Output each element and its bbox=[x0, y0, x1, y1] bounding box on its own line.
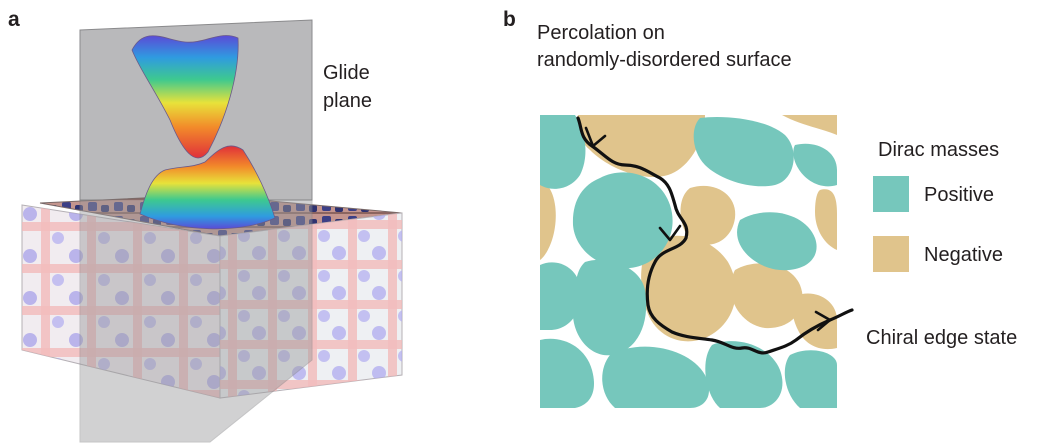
panel-b-letter: b bbox=[503, 8, 516, 31]
panel-b-title-line1: Percolation on bbox=[537, 22, 665, 44]
negative-domain bbox=[641, 235, 736, 342]
positive-domain bbox=[705, 341, 783, 408]
glide-plane-lower bbox=[79, 199, 313, 443]
arrow-head-icon bbox=[814, 310, 832, 332]
upper-band-surface bbox=[131, 35, 239, 159]
negative-domain bbox=[576, 115, 705, 178]
positive-domain bbox=[784, 350, 837, 408]
negative-domain bbox=[540, 180, 556, 260]
arrow-head-icon bbox=[584, 126, 607, 148]
negative-domain bbox=[782, 115, 837, 135]
positive-domain bbox=[602, 346, 710, 408]
glide-plane-label-line2: plane bbox=[323, 90, 372, 112]
positive-domain bbox=[572, 259, 647, 356]
positive-domain bbox=[540, 115, 586, 189]
positive-domain bbox=[793, 143, 837, 187]
crystal-front-lattice bbox=[22, 205, 220, 398]
positive-domain bbox=[540, 262, 581, 330]
positive-domain bbox=[572, 172, 673, 269]
legend-swatch-positive bbox=[873, 176, 909, 212]
panel-b-title-line2: randomly-disordered surface bbox=[537, 49, 792, 71]
legend-title: Dirac masses bbox=[878, 139, 1000, 161]
negative-domain bbox=[730, 263, 803, 329]
glide-plane-label-line1: Glide bbox=[323, 62, 370, 84]
panel-a-letter: a bbox=[8, 8, 20, 31]
positive-domain bbox=[737, 212, 817, 271]
legend-label-negative: Negative bbox=[924, 244, 1003, 266]
legend-swatch-negative bbox=[873, 236, 909, 272]
edge-state-label: Chiral edge state bbox=[866, 327, 1018, 349]
negative-domain bbox=[815, 189, 837, 250]
negative-domain bbox=[680, 185, 736, 245]
arrow-head-icon bbox=[658, 224, 682, 242]
lower-band-surface bbox=[139, 145, 276, 230]
positive-domain bbox=[693, 116, 794, 187]
legend-label-positive: Positive bbox=[924, 184, 995, 206]
chiral-edge-state-path bbox=[576, 116, 854, 355]
crystal-side-lattice bbox=[220, 213, 402, 398]
positive-domain bbox=[540, 338, 595, 408]
